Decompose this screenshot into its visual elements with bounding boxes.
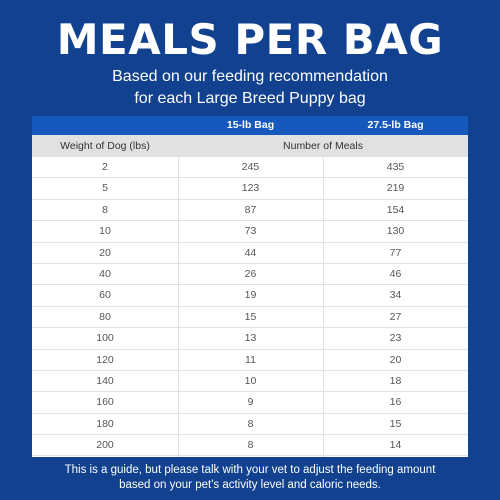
footer-line-1: This is a guide, but please talk with yo… <box>64 464 436 476</box>
table-row: 180 8 15 <box>32 414 468 436</box>
weight-cell: 5 <box>102 182 108 195</box>
weight-cell: 160 <box>96 396 114 409</box>
weight-column-header: Weight of Dog (lbs) <box>60 140 150 152</box>
table-row: 20 44 77 <box>32 243 468 264</box>
bag-header-27lb: 27.5-lb Bag <box>367 119 424 131</box>
weight-cell: 10 <box>99 225 111 238</box>
meals-15lb-cell: 123 <box>241 182 260 195</box>
column-header-row: Weight of Dog (lbs) Number of Meals <box>32 135 468 157</box>
table-row: 40 26 46 <box>32 264 468 286</box>
table-row: 100 13 23 <box>32 328 468 350</box>
bag-header-row: 15-lb Bag 27.5-lb Bag <box>32 116 468 135</box>
subtitle-line-2: for each Large Breed Puppy bag <box>134 90 366 107</box>
meals-27lb-cell: 219 <box>386 182 405 195</box>
weight-cell: 20 <box>99 246 111 259</box>
page-title: MEALS PER BAG <box>56 15 444 64</box>
weight-cell: 2 <box>102 161 108 173</box>
weight-cell: 8 <box>102 203 108 216</box>
meals-27lb-cell: 77 <box>389 246 402 259</box>
meals-27lb-cell: 130 <box>386 225 405 238</box>
weight-cell: 140 <box>96 374 114 387</box>
meals-27lb-cell: 23 <box>389 332 402 345</box>
meals-27lb-cell: 14 <box>389 439 402 452</box>
footer-line-2: based on your pet's activity level and c… <box>119 479 381 491</box>
meals-15lb-cell: 245 <box>241 161 260 173</box>
meals-15lb-cell: 9 <box>247 396 254 409</box>
meals-15lb-cell: 26 <box>244 267 257 280</box>
table-row: 160 9 16 <box>32 392 468 414</box>
footer-note: This is a guide, but please talk with yo… <box>0 463 500 493</box>
meals-27lb-cell: 16 <box>389 396 402 409</box>
meals-27lb-cell: 27 <box>389 310 402 323</box>
meals-group-header: Number of Meals <box>283 140 363 152</box>
weight-cell: 80 <box>99 310 111 323</box>
table-row: 200 8 14 <box>32 435 468 457</box>
meals-15lb-cell: 15 <box>244 310 257 323</box>
table-row: 2 245 435 <box>32 157 468 179</box>
table-row: 10 73 130 <box>32 221 468 243</box>
subtitle-line-1: Based on our feeding recommendation <box>112 68 388 85</box>
column-divider <box>178 157 179 457</box>
table-row: 8 87 154 <box>32 200 468 222</box>
weight-cell: 120 <box>96 353 114 366</box>
table-row: 120 11 20 <box>32 350 468 371</box>
meals-27lb-cell: 20 <box>389 353 402 366</box>
meals-27lb-cell: 154 <box>386 203 405 216</box>
meals-15lb-cell: 73 <box>244 225 257 238</box>
table-row: 5 123 219 <box>32 178 468 200</box>
meals-15lb-cell: 11 <box>245 353 256 366</box>
meals-15lb-cell: 8 <box>247 439 254 452</box>
meals-27lb-cell: 18 <box>389 374 402 387</box>
weight-cell: 40 <box>99 267 111 280</box>
subtitle: Based on our feeding recommendation for … <box>0 66 500 110</box>
meals-table: 15-lb Bag 27.5-lb Bag Weight of Dog (lbs… <box>32 116 468 457</box>
meals-27lb-cell: 34 <box>389 289 402 302</box>
weight-cell: 60 <box>99 289 111 302</box>
table-row: 60 19 34 <box>32 285 468 307</box>
column-divider <box>323 157 324 457</box>
weight-cell: 200 <box>96 439 114 452</box>
bag-header-15lb: 15-lb Bag <box>226 119 275 131</box>
weight-cell: 100 <box>96 332 114 345</box>
meals-15lb-cell: 8 <box>247 417 254 430</box>
meals-27lb-cell: 46 <box>389 267 402 280</box>
meals-15lb-cell: 19 <box>244 289 257 302</box>
table-row: 80 15 27 <box>32 307 468 329</box>
meals-15lb-cell: 87 <box>244 203 257 216</box>
meals-27lb-cell: 15 <box>389 417 402 430</box>
meals-15lb-cell: 44 <box>244 246 257 259</box>
weight-cell: 180 <box>96 417 114 430</box>
table-row: 140 10 18 <box>32 371 468 393</box>
meals-15lb-cell: 13 <box>244 332 257 345</box>
meals-15lb-cell: 10 <box>244 374 257 387</box>
table-body: 2 245 435 5 123 219 8 87 154 10 73 130 20 44 77 40 26 46 6… <box>32 157 468 457</box>
meals-27lb-cell: 435 <box>386 161 405 173</box>
